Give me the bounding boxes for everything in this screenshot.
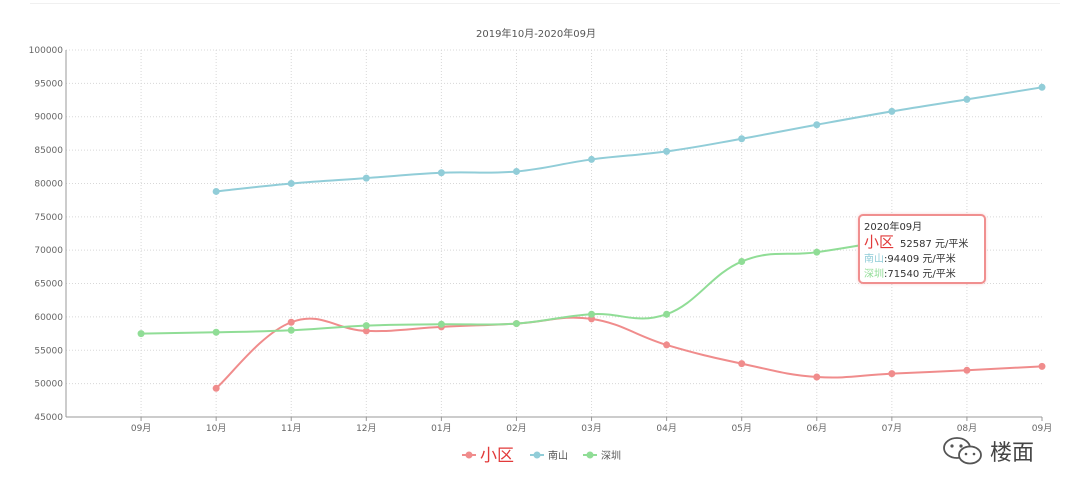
- data-point[interactable]: [512, 167, 520, 175]
- series-line-2[interactable]: [141, 238, 893, 335]
- data-point[interactable]: [588, 155, 596, 163]
- data-point[interactable]: [963, 366, 971, 374]
- data-point[interactable]: [362, 322, 370, 330]
- data-point[interactable]: [888, 370, 896, 378]
- data-point[interactable]: [963, 95, 971, 103]
- y-tick-label: 55000: [34, 346, 63, 356]
- tooltip-series-value: :71540 元/平米: [884, 269, 956, 280]
- x-tick-label: 07月: [882, 423, 902, 434]
- tooltip-title: 2020年09月: [864, 222, 923, 233]
- data-point[interactable]: [287, 179, 295, 187]
- y-tick-label: 75000: [34, 213, 63, 223]
- data-point[interactable]: [212, 187, 220, 195]
- x-tick-label: 04月: [656, 423, 676, 434]
- x-tick-label: 09月: [1032, 423, 1052, 434]
- series-group[interactable]: [137, 83, 1046, 392]
- x-tick-label: 08月: [957, 423, 977, 434]
- legend-label: 小区: [480, 446, 514, 466]
- legend-item[interactable]: 小区: [462, 446, 514, 466]
- tooltip-row-shenzhen: 深圳:71540 元/平米: [864, 267, 984, 282]
- x-tick-label: 10月: [206, 423, 226, 434]
- data-point[interactable]: [738, 258, 746, 266]
- data-point[interactable]: [512, 320, 520, 328]
- tooltip-row-xiaoqu: 小区 52587 元/平米: [864, 235, 984, 252]
- y-tick-label: 60000: [34, 313, 63, 323]
- y-tick-label: 45000: [34, 413, 63, 423]
- tooltip: 2020年09月 小区 52587 元/平米 南山:94409 元/平米 深圳:7…: [858, 214, 986, 284]
- legend-swatch-dot: [533, 451, 541, 459]
- data-point[interactable]: [663, 341, 671, 349]
- legend-swatch-dot: [465, 451, 473, 459]
- series-line-0[interactable]: [215, 316, 1043, 390]
- data-point[interactable]: [813, 248, 821, 256]
- data-point[interactable]: [1038, 362, 1046, 370]
- x-tick-label: 06月: [807, 423, 827, 434]
- legend-label: 南山: [548, 449, 568, 462]
- legend-item[interactable]: 深圳: [583, 450, 621, 462]
- data-point[interactable]: [588, 310, 596, 318]
- data-point[interactable]: [212, 384, 220, 392]
- data-point[interactable]: [888, 107, 896, 115]
- tooltip-series-name: 小区: [864, 233, 895, 251]
- legend-item[interactable]: 南山: [530, 449, 568, 462]
- y-tick-label: 90000: [34, 113, 63, 123]
- legend-label: 深圳: [601, 450, 621, 462]
- x-tick-label: 01月: [431, 423, 451, 434]
- data-point[interactable]: [437, 320, 445, 328]
- y-tick-label: 85000: [34, 146, 63, 156]
- x-tick-label: 09月: [131, 423, 151, 434]
- y-tick-label: 95000: [34, 79, 63, 89]
- watermark: 楼面: [940, 436, 1034, 466]
- tooltip-series-value: 52587 元/平米: [900, 239, 969, 250]
- x-tick-label: 11月: [281, 423, 301, 434]
- x-tick-label: 02月: [506, 423, 526, 434]
- data-point[interactable]: [663, 310, 671, 318]
- y-tick-label: 70000: [34, 246, 63, 256]
- top-divider: [30, 3, 1060, 4]
- watermark-text: 楼面: [990, 441, 1035, 466]
- data-point[interactable]: [437, 169, 445, 177]
- data-point[interactable]: [738, 135, 746, 143]
- legend-swatch-dot: [586, 451, 594, 459]
- tooltip-row-nanshan: 南山:94409 元/平米: [864, 252, 984, 267]
- data-point[interactable]: [813, 373, 821, 381]
- data-point[interactable]: [137, 330, 145, 338]
- y-axis: 45000 50000 55000 60000 65000 70000 75000 80000…: [29, 46, 67, 423]
- y-tick-label: 80000: [34, 179, 63, 189]
- x-tick-label: 12月: [356, 423, 376, 434]
- data-point[interactable]: [287, 326, 295, 334]
- data-point[interactable]: [362, 174, 370, 182]
- data-point[interactable]: [813, 121, 821, 129]
- x-axis: 09月 10月 11月 12月 01月 02月 03月 04月 05月 06月 07月 08月 09月: [66, 416, 1052, 434]
- tooltip-series-name: 南山: [864, 254, 884, 265]
- y-tick-label: 100000: [29, 46, 64, 56]
- legend[interactable]: 小区 南山 深圳: [462, 446, 621, 466]
- data-point[interactable]: [212, 328, 220, 336]
- data-point[interactable]: [738, 360, 746, 368]
- tooltip-series-value: :94409 元/平米: [884, 254, 956, 265]
- data-point[interactable]: [287, 318, 295, 326]
- data-point[interactable]: [1038, 83, 1046, 91]
- data-point[interactable]: [663, 147, 671, 155]
- y-tick-label: 65000: [34, 280, 63, 290]
- x-tick-label: 03月: [581, 423, 601, 434]
- x-tick-label: 05月: [731, 423, 751, 434]
- tooltip-series-name: 深圳: [864, 269, 884, 280]
- chart-title: 2019年10月-2020年09月: [476, 27, 596, 40]
- data-point[interactable]: [362, 327, 370, 335]
- y-tick-label: 50000: [34, 380, 63, 390]
- series-line-1[interactable]: [216, 86, 1043, 193]
- wechat-icon: [943, 437, 982, 465]
